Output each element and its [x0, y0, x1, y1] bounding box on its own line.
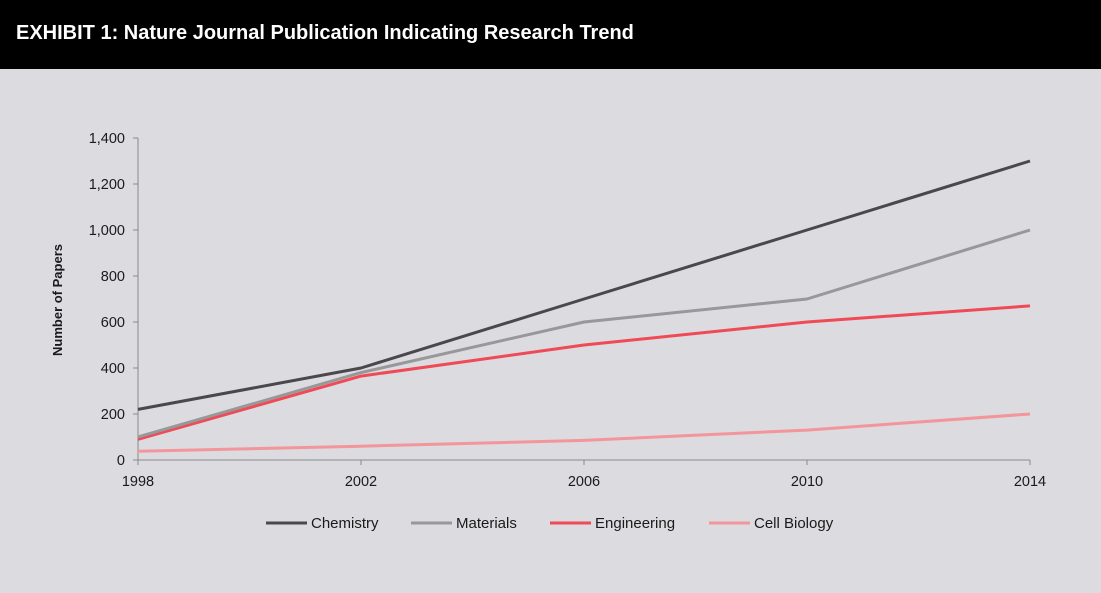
series-line-engineering: [137, 304, 1031, 441]
page-title: EXHIBIT 1: Nature Journal Publication In…: [16, 22, 634, 44]
y-tick-label: 600: [101, 315, 125, 331]
x-tick-label: 1998: [122, 474, 154, 490]
y-tick-label: 0: [117, 453, 125, 469]
legend: Chemistry Materials Engineering Cell Biolog…: [266, 515, 834, 532]
header-banner: EXHIBIT 1: Nature Journal Publication In…: [0, 0, 1101, 69]
y-tick-label: 1,000: [89, 223, 125, 239]
legend-label-materials: Materials: [456, 515, 517, 532]
y-tick-label: 200: [101, 407, 125, 423]
y-tick-label: 1,400: [89, 131, 125, 147]
y-axis: 0 200 400 600 800 1,000 1,200 1,400: [89, 131, 139, 469]
x-tick-label: 2010: [791, 474, 823, 490]
y-tick-label: 1,200: [89, 177, 125, 193]
y-tick-label: 800: [101, 269, 125, 285]
x-tick-label: 2006: [568, 474, 600, 490]
series-line-chemistry: [137, 159, 1031, 411]
y-tick-label: 400: [101, 361, 125, 377]
legend-label-cell-biology: Cell Biology: [754, 515, 834, 532]
series-lines: [137, 159, 1031, 453]
x-tick-label: 2014: [1014, 474, 1046, 490]
series-line-materials: [137, 228, 1031, 439]
x-tick-label: 2002: [345, 474, 377, 490]
legend-label-chemistry: Chemistry: [311, 515, 379, 532]
series-line-cell-biology: [137, 412, 1031, 453]
x-axis: 1998 2002 2006 2010 2014: [122, 459, 1046, 490]
y-axis-label: Number of Papers: [50, 244, 65, 356]
legend-label-engineering: Engineering: [595, 515, 675, 532]
